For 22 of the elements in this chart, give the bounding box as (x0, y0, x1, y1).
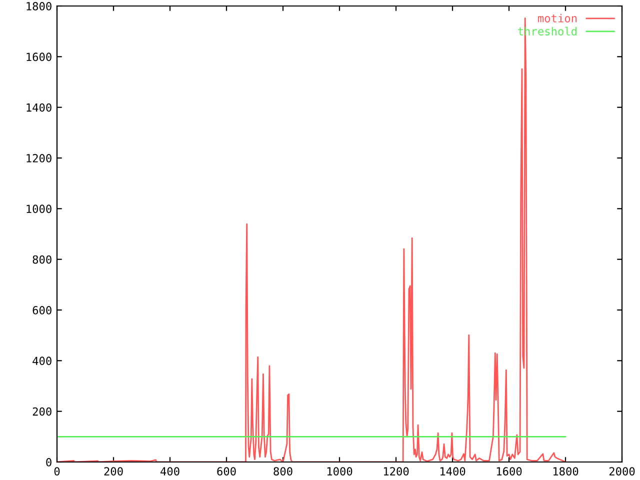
y-tick-label: 400 (32, 356, 52, 366)
y-tick-label: 600 (32, 306, 52, 314)
y-tick-label: 1000 (26, 204, 52, 214)
x-tick-label: 400 (160, 467, 180, 476)
y-tick-label: 0 (46, 458, 52, 466)
x-tick-label: 1000 (327, 467, 352, 476)
y-tick-label: 1600 (26, 52, 52, 62)
y-tick-label: 200 (32, 407, 52, 416)
legend-label: motion (538, 14, 577, 22)
x-tick-label: 600 (217, 467, 236, 476)
y-tick-label: 800 (32, 255, 52, 264)
x-tick-label: 1600 (496, 467, 522, 476)
x-tick-label: 1800 (553, 467, 578, 476)
x-tick-label: 0 (54, 467, 60, 476)
x-tick-label: 1400 (440, 467, 466, 476)
y-tick-label: 1800 (26, 2, 52, 10)
y-tick-label: 1200 (26, 154, 52, 162)
x-tick-label: 800 (274, 467, 292, 476)
x-tick-label: 1200 (384, 467, 409, 476)
x-tick-label: 200 (104, 467, 123, 476)
y-tick-label: 1400 (26, 103, 52, 112)
x-tick-label: 2000 (609, 467, 635, 476)
